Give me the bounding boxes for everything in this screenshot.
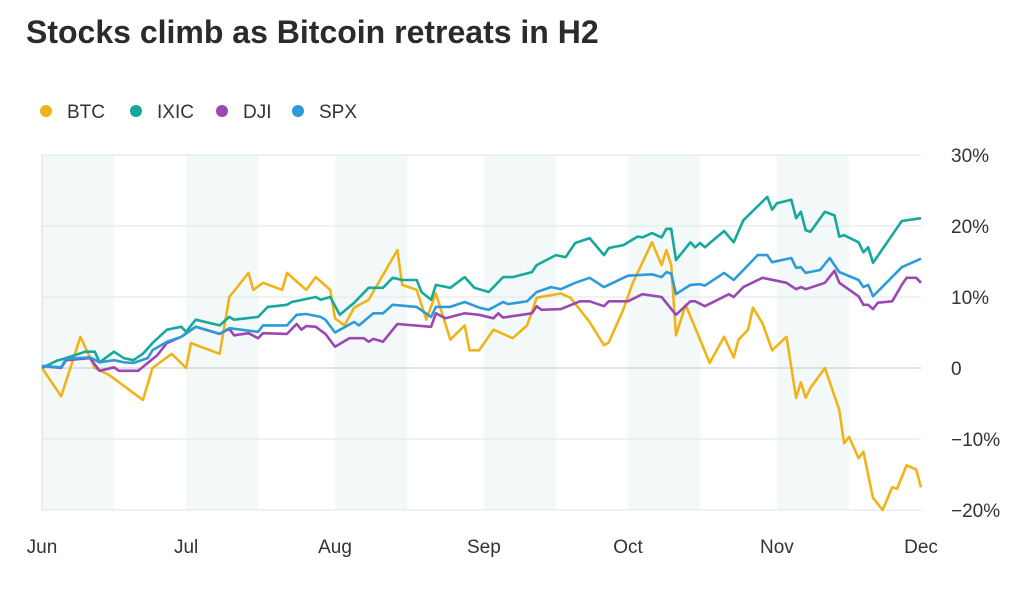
shaded-band xyxy=(628,155,701,510)
x-tick-label: Nov xyxy=(760,537,794,558)
legend-marker-spx xyxy=(292,105,304,117)
x-axis-ticks: Jun Jul Aug Sep Oct Nov Dec xyxy=(27,537,938,558)
series-line-btc xyxy=(40,241,923,512)
shaded-band xyxy=(335,155,408,510)
y-tick-label: 20% xyxy=(951,217,989,238)
legend-label: BTC xyxy=(67,102,105,123)
legend-marker-ixic xyxy=(130,105,142,117)
x-tick-label: Sep xyxy=(467,537,501,558)
legend-label: DJI xyxy=(243,102,272,123)
y-tick-label: 10% xyxy=(951,288,989,309)
shaded-band xyxy=(42,155,115,510)
series-line-spx xyxy=(41,253,922,369)
y-tick-label: 0 xyxy=(951,359,962,380)
x-tick-label: Oct xyxy=(613,537,643,558)
legend-label: IXIC xyxy=(157,102,194,123)
chart-title: Stocks climb as Bitcoin retreats in H2 xyxy=(26,14,599,50)
y-axis-ticks: 30% 20% 10% 0 −10% −20% xyxy=(951,146,1000,522)
series-lines xyxy=(40,195,923,512)
y-tick-label: 30% xyxy=(951,146,989,167)
x-tick-label: Jun xyxy=(27,537,58,558)
shaded-band xyxy=(776,155,849,510)
y-tick-label: −20% xyxy=(951,501,1000,522)
legend: BTC IXIC DJI SPX xyxy=(40,102,357,123)
gridlines xyxy=(41,154,921,511)
legend-label: SPX xyxy=(319,102,357,123)
x-tick-label: Aug xyxy=(318,537,352,558)
x-tick-label: Dec xyxy=(904,537,938,558)
series-line-ixic xyxy=(41,195,922,370)
legend-marker-btc xyxy=(40,105,52,117)
x-tick-label: Jul xyxy=(174,537,198,558)
legend-marker-dji xyxy=(216,105,228,117)
y-tick-label: −10% xyxy=(951,430,1000,451)
